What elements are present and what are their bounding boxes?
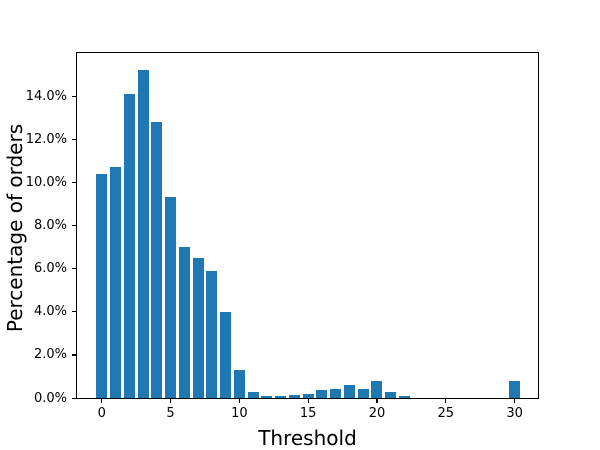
x-tick-label: 25 xyxy=(437,406,455,421)
bar-x3 xyxy=(137,70,149,398)
x-tick-mark xyxy=(169,399,172,403)
y-tick-label: 14.0% xyxy=(25,88,67,104)
y-tick-label: 12.0% xyxy=(25,131,67,147)
bar-x5 xyxy=(165,197,177,398)
bar-x17 xyxy=(330,389,342,398)
x-tick-mark xyxy=(101,399,103,403)
x-tick-mark xyxy=(238,399,240,403)
bar-x14 xyxy=(288,394,300,398)
y-tick-mark xyxy=(72,354,76,356)
bar-x19 xyxy=(357,389,369,398)
y-tick-label: 10.0% xyxy=(25,174,67,190)
bar-x12 xyxy=(261,395,273,398)
bar-x22 xyxy=(399,395,410,398)
bar-x20 xyxy=(371,380,383,398)
bar-x1 xyxy=(110,167,122,398)
x-tick-label: 5 xyxy=(166,406,175,421)
x-tick-mark xyxy=(307,399,309,403)
y-tick-mark xyxy=(72,397,76,399)
x-tick-label: 30 xyxy=(506,406,523,421)
bar-x0 xyxy=(96,173,108,398)
x-tick-label: 0 xyxy=(97,406,106,421)
y-tick-mark xyxy=(72,95,76,97)
y-tick-label: 2.0% xyxy=(33,347,67,363)
plot-area xyxy=(76,52,539,399)
y-tick-mark xyxy=(72,268,76,270)
x-axis-label: Threshold xyxy=(258,426,357,450)
x-tick-mark xyxy=(376,399,378,403)
bar-x15 xyxy=(302,393,314,398)
bar-x18 xyxy=(343,385,355,398)
y-tick-label: 6.0% xyxy=(33,261,67,277)
bar-x30 xyxy=(509,380,521,398)
bar-x9 xyxy=(220,311,232,398)
x-tick-label: 10 xyxy=(231,406,248,421)
x-tick-mark xyxy=(514,399,516,403)
y-tick-mark xyxy=(72,181,76,184)
bar-x6 xyxy=(178,247,190,398)
bar-x13 xyxy=(275,395,287,398)
y-tick-mark xyxy=(72,225,76,227)
bar-x16 xyxy=(316,390,328,398)
bar-x11 xyxy=(247,391,259,398)
bar-x8 xyxy=(206,270,218,398)
bar-x10 xyxy=(233,369,245,398)
bar-x2 xyxy=(123,93,135,398)
bar-x7 xyxy=(192,257,204,398)
x-tick-mark xyxy=(445,399,447,403)
y-tick-label: 8.0% xyxy=(33,218,67,233)
y-tick-mark xyxy=(72,138,76,140)
bar-x21 xyxy=(385,391,397,398)
x-tick-label: 15 xyxy=(299,406,317,421)
x-tick-label: 20 xyxy=(368,406,386,421)
y-tick-label: 4.0% xyxy=(33,304,67,320)
y-tick-label: 0.0% xyxy=(33,390,67,406)
bar-x4 xyxy=(151,122,163,398)
y-tick-mark xyxy=(72,311,76,313)
